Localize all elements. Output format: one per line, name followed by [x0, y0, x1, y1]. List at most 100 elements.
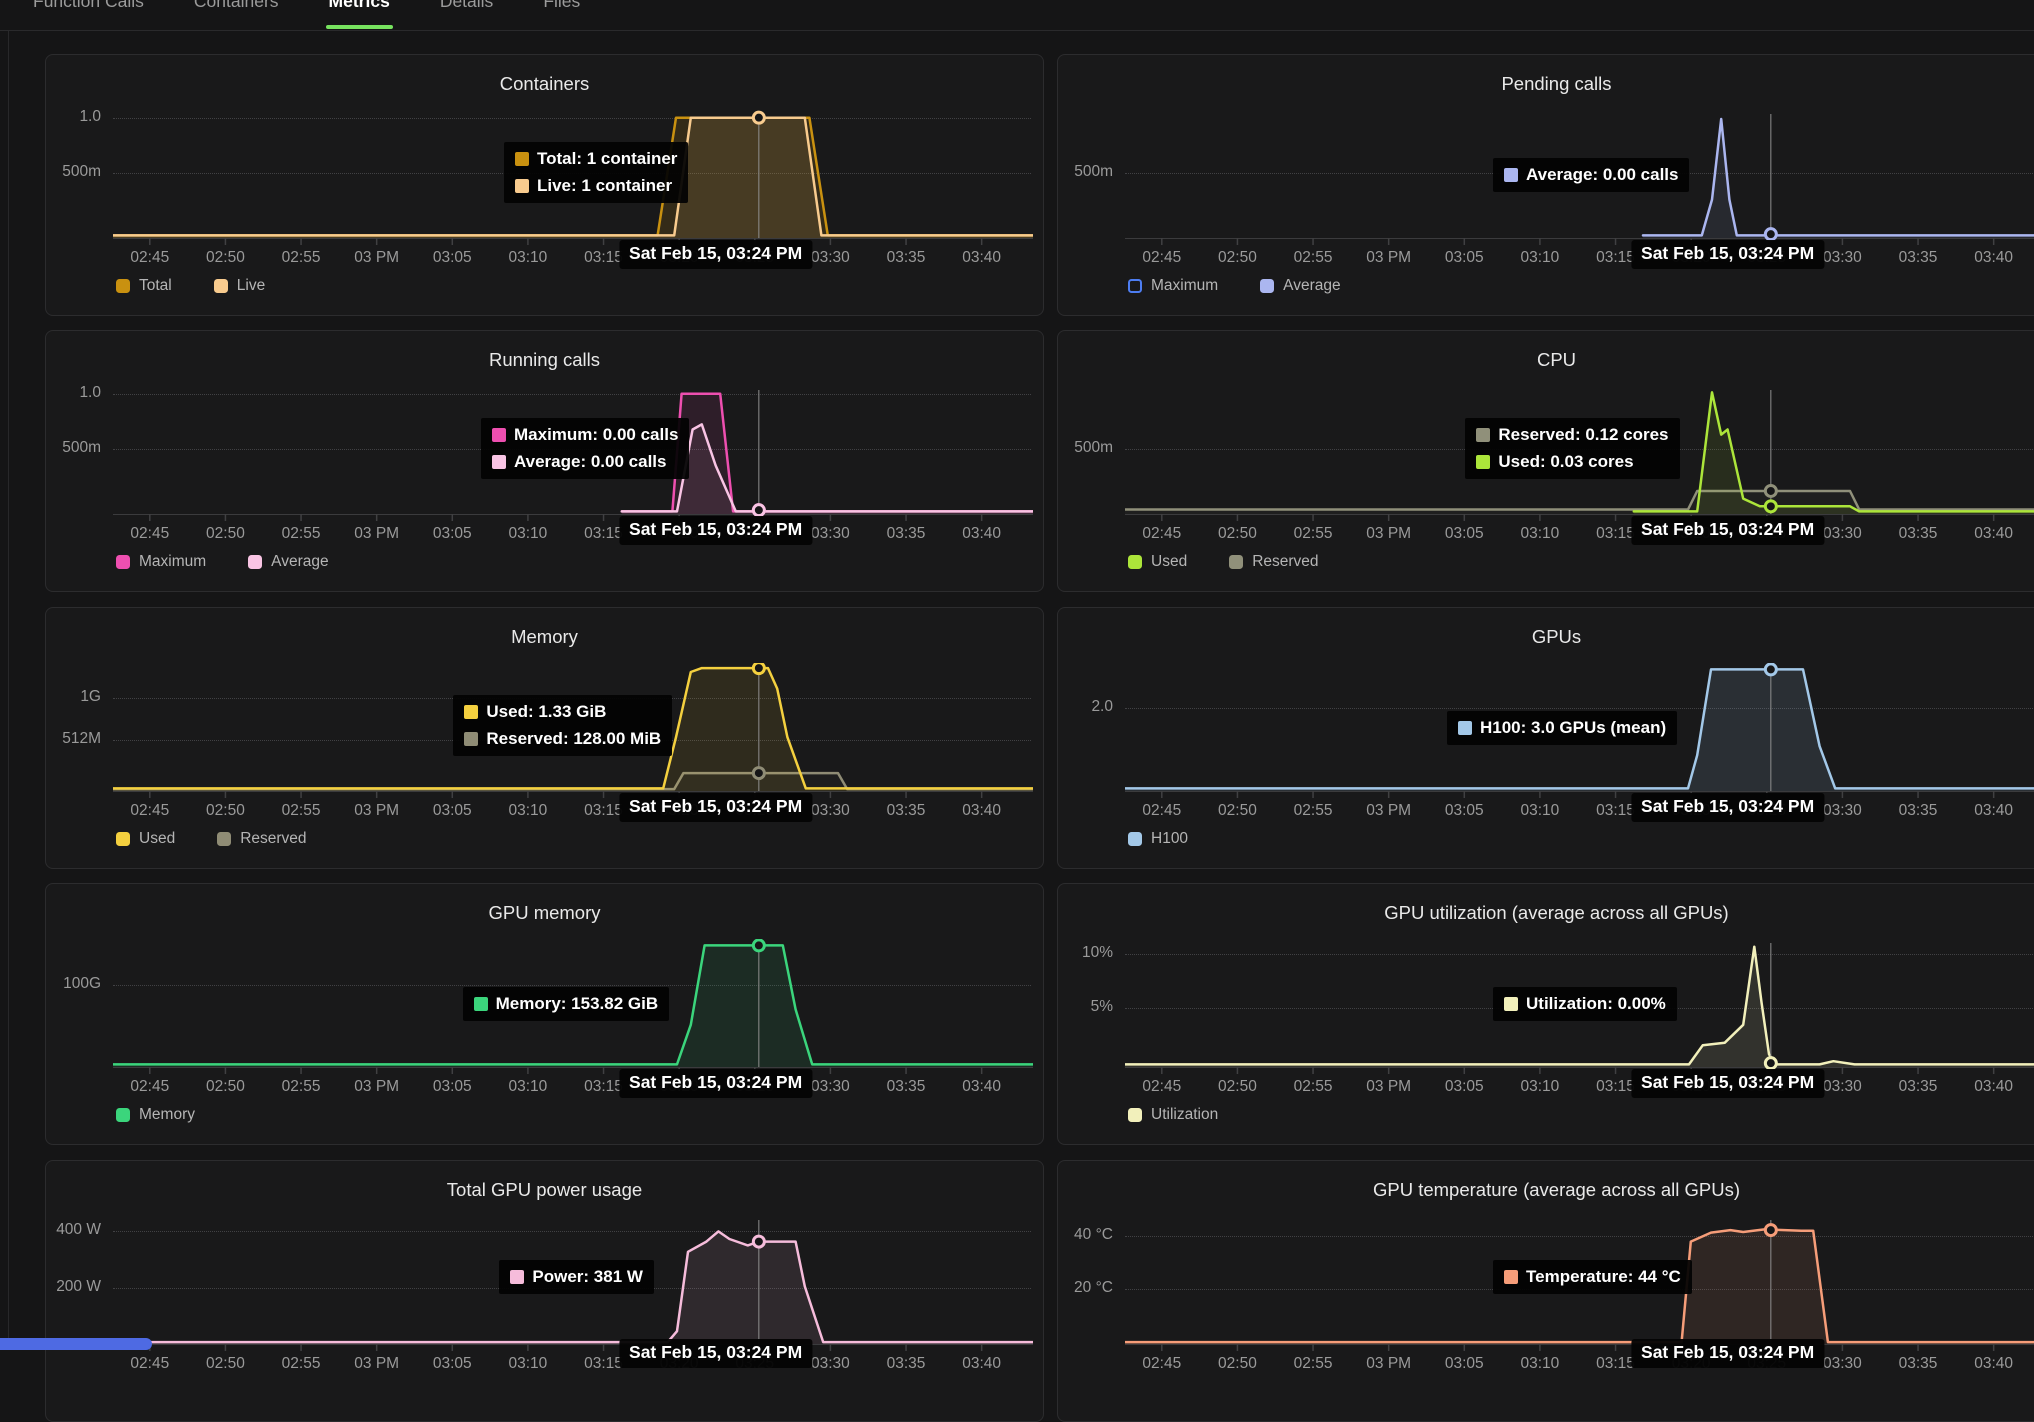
x-axis-label: 03:10 [1520, 1078, 1560, 1095]
date-tooltip: Sat Feb 15, 03:24 PM [1631, 240, 1825, 269]
x-axis-label: 02:55 [1293, 802, 1333, 819]
chart-panel-pending-calls: Pending calls 500m 02:45 02:50 02:55 03 PM 03:… [1057, 54, 2034, 316]
chart-panel-memory: Memory 1G 512M 02:45 02:50 02:55 03 PM 03:05 03:… [45, 607, 1044, 869]
horizontal-scrollbar-thumb[interactable] [0, 1338, 152, 1350]
chart-plot-gpu-utilization[interactable] [1125, 939, 2034, 1081]
tooltip-row: Power: 381 W [510, 1267, 643, 1287]
chart-plot-memory[interactable] [113, 663, 1033, 805]
x-axis-label: 02:50 [206, 249, 245, 266]
legend-item-reserved[interactable]: Reserved [1229, 553, 1319, 571]
x-axis-label: 03:05 [1444, 249, 1484, 266]
x-axis-label: 02:45 [1142, 249, 1182, 266]
date-tooltip: Sat Feb 15, 03:24 PM [619, 1339, 813, 1368]
y-axis-label: 400 W [56, 1221, 101, 1239]
value-tooltip: Utilization: 0.00% [1493, 987, 1677, 1021]
tooltip-value-text: Temperature: 44 °C [1526, 1267, 1681, 1286]
tab-label: Files [543, 0, 581, 11]
y-axis-label: 100G [63, 975, 101, 993]
chart-title: CPU [1536, 349, 1577, 370]
legend-item-maximum[interactable]: Maximum [1128, 277, 1218, 295]
legend-item-utilization[interactable]: Utilization [1128, 1106, 1218, 1124]
legend-item-average[interactable]: Average [1260, 277, 1341, 295]
date-tooltip: Sat Feb 15, 03:24 PM [1631, 1339, 1825, 1368]
tooltip-series-swatch [464, 705, 479, 719]
x-axis-label: 02:50 [206, 525, 245, 542]
tab-label: Function Calls [33, 0, 144, 11]
chart-plot-pending-calls[interactable] [1125, 110, 2034, 252]
tooltip-value-text: Reserved: 128.00 MiB [486, 729, 662, 748]
legend-item-live[interactable]: Live [213, 277, 265, 295]
chart-plot-containers[interactable] [113, 110, 1033, 252]
x-axis-label: 03:10 [508, 525, 548, 542]
x-axis-label: 02:55 [1293, 249, 1333, 266]
tab-metrics[interactable]: Metrics [325, 0, 393, 30]
x-axis-label: 03:05 [1444, 1078, 1484, 1095]
x-axis-label: 03:10 [508, 249, 548, 266]
x-axis-label: 03:15 [584, 802, 623, 819]
chart-plot-cpu[interactable] [1125, 386, 2034, 528]
tab-function-calls[interactable]: Function Calls [33, 0, 144, 30]
date-tooltip: Sat Feb 15, 03:24 PM [619, 516, 813, 545]
hover-marker [751, 110, 766, 125]
chart-plot-gpu-memory[interactable] [113, 939, 1033, 1081]
series-area-average [1643, 119, 2034, 238]
tooltip-value-text: Live: 1 container [537, 176, 673, 195]
date-tooltip: Sat Feb 15, 03:24 PM [619, 793, 813, 822]
tooltip-series-swatch [1476, 455, 1491, 469]
tooltip-value-text: Reserved: 0.12 cores [1498, 425, 1669, 444]
tooltip-row: Memory: 153.82 GiB [473, 994, 658, 1014]
y-axis-label: 500m [62, 438, 101, 456]
legend-label: Used [1151, 553, 1188, 570]
legend-item-reserved[interactable]: Reserved [217, 830, 307, 848]
y-gridline [113, 393, 1031, 395]
chart-legend: Total Live [116, 277, 265, 295]
chart-plot-gpu-temperature[interactable] [1125, 1216, 2034, 1358]
legend-item-average[interactable]: Average [248, 553, 329, 571]
legend-item-total[interactable]: Total [116, 277, 172, 295]
y-axis-label: 40 °C [1074, 1226, 1113, 1244]
active-tab-underline [325, 25, 393, 29]
x-axis-label: 03:40 [962, 525, 1002, 542]
date-tooltip: Sat Feb 15, 03:24 PM [1631, 1069, 1825, 1098]
legend-item-memory[interactable]: Memory [116, 1106, 195, 1124]
chart-title: Pending calls [1501, 73, 1612, 94]
hover-marker [751, 503, 766, 518]
series-line-used [1632, 391, 2034, 513]
x-axis-label: 03 PM [1366, 1355, 1412, 1372]
x-axis-label: 03:30 [1823, 1355, 1862, 1372]
legend-item-maximum[interactable]: Maximum [116, 553, 206, 571]
legend-item-used[interactable]: Used [116, 830, 175, 848]
series-area-h100 [1125, 669, 2034, 791]
legend-swatch [1128, 1108, 1142, 1122]
chart-plot-running-calls[interactable] [113, 386, 1033, 528]
chart-plot-gpu-power[interactable] [113, 1216, 1033, 1358]
legend-item-used[interactable]: Used [1128, 553, 1187, 571]
x-axis-label: 03 PM [1366, 802, 1412, 819]
x-axis-label: 02:50 [1218, 1355, 1257, 1372]
chart-panel-gpu-power: Total GPU power usage 400 W 200 W 02:45 02:5… [45, 1160, 1044, 1422]
tooltip-row: Reserved: 128.00 MiB [464, 729, 661, 749]
chart-panel-gpu-utilization: GPU utilization (average across all GPUs… [1057, 883, 2034, 1145]
tab-label: Metrics [328, 0, 390, 11]
x-axis-label: 02:55 [1293, 525, 1333, 542]
y-axis-label: 10% [1081, 944, 1113, 962]
chart-panel-cpu: CPU 500m 02:45 02:50 02:55 03 PM 03:05 03:10 03:… [1057, 330, 2034, 592]
x-axis-label: 03:40 [1974, 249, 2014, 266]
tab-containers[interactable]: Containers [194, 0, 279, 30]
hover-marker [751, 663, 766, 676]
x-axis-label: 03:40 [1974, 1355, 2014, 1372]
tab-details[interactable]: Details [440, 0, 494, 30]
tooltip-value-text: H100: 3.0 GPUs (mean) [1480, 718, 1667, 737]
chart-plot-gpus[interactable] [1125, 663, 2034, 805]
chart-title: Memory [511, 626, 578, 647]
tooltip-value-text: Used: 0.03 cores [1498, 452, 1634, 471]
value-tooltip: Average: 0.00 calls [1493, 158, 1690, 192]
y-axis-label: 500m [1074, 438, 1113, 456]
tooltip-series-swatch [492, 428, 506, 442]
legend-item-h100[interactable]: H100 [1128, 830, 1188, 848]
chart-title: Total GPU power usage [446, 1179, 643, 1200]
tab-files[interactable]: Files [543, 0, 581, 30]
x-axis-label: 03:15 [1596, 525, 1635, 542]
hover-marker [1763, 483, 1778, 498]
tooltip-row: Live: 1 container [515, 176, 677, 196]
